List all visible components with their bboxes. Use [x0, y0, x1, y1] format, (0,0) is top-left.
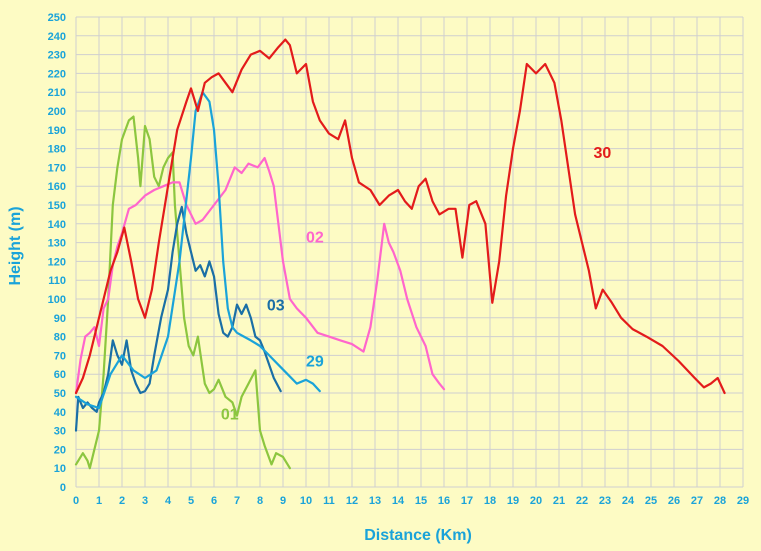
y-tick-label: 10	[54, 463, 66, 475]
x-tick-label: 2	[119, 495, 125, 507]
series-label-02: 02	[306, 230, 324, 247]
x-tick-label: 29	[737, 495, 749, 507]
y-tick-label: 70	[54, 350, 66, 362]
series-line-01	[74, 115, 291, 470]
y-tick-label: 250	[48, 12, 66, 24]
x-tick-label: 0	[73, 495, 79, 507]
y-tick-label: 230	[48, 50, 66, 62]
x-tick-label: 12	[346, 495, 358, 507]
y-tick-label: 40	[54, 407, 66, 419]
y-tick-label: 120	[48, 256, 66, 268]
y-tick-label: 160	[48, 181, 66, 193]
x-tick-label: 18	[484, 495, 496, 507]
y-tick-label: 130	[48, 238, 66, 250]
x-tick-label: 14	[392, 495, 405, 507]
x-tick-label: 1	[96, 495, 102, 507]
x-tick-label: 23	[599, 495, 611, 507]
x-tick-label: 17	[461, 495, 473, 507]
series-line-30	[74, 38, 726, 395]
x-tick-label: 4	[165, 495, 172, 507]
x-tick-label: 3	[142, 495, 148, 507]
y-tick-label: 80	[54, 332, 66, 344]
y-tick-label: 100	[48, 294, 66, 306]
y-tick-label: 190	[48, 125, 66, 137]
x-tick-label: 9	[280, 495, 286, 507]
x-tick-label: 11	[323, 495, 335, 507]
x-tick-label: 26	[668, 495, 680, 507]
y-tick-label: 20	[54, 444, 66, 456]
x-tick-label: 22	[576, 495, 588, 507]
y-tick-label: 150	[48, 200, 66, 212]
x-tick-label: 16	[438, 495, 450, 507]
x-tick-label: 5	[188, 495, 194, 507]
x-tick-label: 10	[300, 495, 312, 507]
series-label-01: 01	[221, 406, 239, 423]
x-tick-label: 15	[415, 495, 427, 507]
y-tick-label: 200	[48, 106, 66, 118]
series-label-29: 29	[306, 354, 324, 371]
y-tick-label: 0	[60, 482, 66, 494]
x-tick-label: 28	[714, 495, 726, 507]
y-tick-label: 240	[48, 31, 66, 43]
y-tick-label: 170	[48, 162, 66, 174]
x-tick-label: 27	[691, 495, 703, 507]
x-axis-ticks: 0 1 2 3 4 5 6 7 8 9 10 11 12 13 14 15 16 17 18 19 20 21 22 23 24…	[73, 495, 749, 507]
x-tick-label: 24	[622, 495, 635, 507]
y-tick-label: 60	[54, 369, 66, 381]
x-tick-label: 20	[530, 495, 542, 507]
x-tick-label: 21	[553, 495, 565, 507]
x-tick-label: 13	[369, 495, 381, 507]
y-axis-ticks: 0 10 20 30 40 50 60 70 80 90 100 110 120 130 140 150 160…	[48, 12, 66, 494]
y-tick-label: 90	[54, 313, 66, 325]
series-label-30: 30	[594, 145, 612, 162]
y-tick-label: 30	[54, 426, 66, 438]
x-axis-title: Distance (Km)	[364, 527, 472, 544]
x-tick-label: 6	[211, 495, 217, 507]
series-labels: 30 02 03 29 01	[221, 145, 611, 423]
series-line-29	[74, 91, 321, 410]
series-lines	[74, 38, 726, 470]
y-tick-label: 210	[48, 87, 66, 99]
y-tick-label: 110	[48, 275, 66, 287]
y-tick-label: 140	[48, 219, 66, 231]
y-tick-label: 50	[54, 388, 66, 400]
x-tick-label: 25	[645, 495, 657, 507]
x-tick-label: 7	[234, 495, 240, 507]
x-tick-label: 19	[507, 495, 519, 507]
grid	[75, 16, 744, 488]
y-tick-label: 220	[48, 68, 66, 80]
y-tick-label: 180	[48, 144, 66, 156]
y-axis-title: Height (m)	[7, 206, 24, 285]
x-tick-label: 8	[257, 495, 263, 507]
series-label-03: 03	[267, 297, 285, 314]
